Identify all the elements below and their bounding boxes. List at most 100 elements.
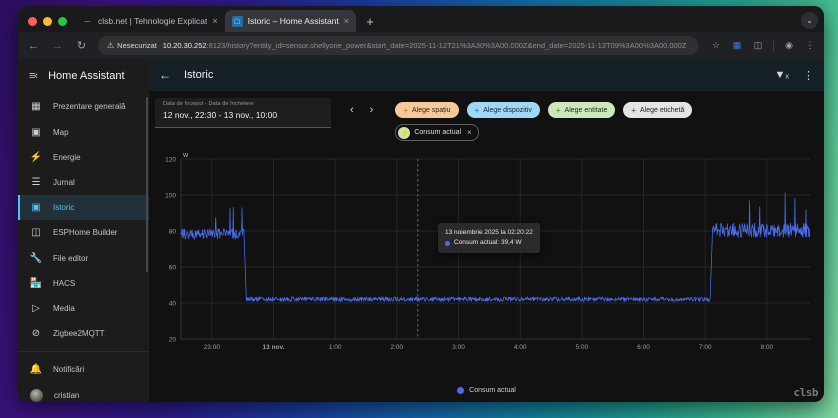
- url-input[interactable]: ⚠ Nesecurizat 10.20.30.252:8123/history?…: [98, 36, 698, 55]
- home-assistant-icon: ☖: [231, 15, 243, 27]
- new-tab-button[interactable]: +: [366, 13, 374, 29]
- sidebar-item-label: Jurnal: [53, 178, 75, 188]
- svg-text:6:00: 6:00: [637, 344, 650, 351]
- chip-alege-dispozitiv[interactable]: + Alege dispozitiv: [466, 102, 540, 118]
- sidebar-item-file-editor[interactable]: 🔧 File editor: [18, 246, 149, 271]
- profile-icon[interactable]: ◉: [785, 40, 793, 50]
- close-icon[interactable]: ×: [343, 16, 350, 26]
- avatar: [30, 388, 43, 402]
- svg-text:2:00: 2:00: [391, 344, 404, 351]
- sidebar-item-label: Map: [53, 127, 69, 137]
- kebab-menu-icon[interactable]: ⋮: [805, 40, 815, 50]
- close-window-button[interactable]: [28, 17, 37, 26]
- series-color-dot: [445, 240, 450, 246]
- filter-chips: + Alege spațiu + Alege dispozitiv + Aleg…: [373, 98, 693, 141]
- browser-window: ─ clsb.net | Tehnologie Explicat × ☖ Ist…: [18, 6, 824, 402]
- sidebar-item-hacs[interactable]: 🏪 HACS: [18, 271, 149, 296]
- chip-alege-entitate[interactable]: + Alege entitate: [547, 102, 616, 118]
- date-range-input[interactable]: Data de început - Data de încheiere 12 n…: [155, 98, 331, 128]
- sidebar-item-jurnal[interactable]: ☰ Jurnal: [18, 170, 149, 195]
- sidebar-item-prezentare-generala[interactable]: ▦ Prezentare generală: [18, 94, 149, 119]
- svg-text:8:00: 8:00: [761, 344, 774, 351]
- browser-tabstrip: ─ clsb.net | Tehnologie Explicat × ☖ Ist…: [18, 6, 824, 32]
- svg-text:3:00: 3:00: [452, 344, 465, 351]
- svg-text:60: 60: [169, 265, 177, 272]
- svg-text:13 nov.: 13 nov.: [263, 344, 285, 351]
- svg-text:W: W: [183, 153, 189, 159]
- plus-icon: +: [555, 105, 561, 115]
- sidebar-item-notificari[interactable]: 🔔 Notificări: [18, 357, 149, 382]
- forward-button[interactable]: →: [52, 39, 63, 52]
- chip-alege-spatiu[interactable]: + Alege spațiu: [395, 102, 459, 118]
- sidebar-item-label: HACS: [53, 278, 76, 288]
- chart-icon: ▣: [31, 202, 41, 214]
- next-period-button[interactable]: ›: [369, 104, 374, 116]
- close-icon[interactable]: ×: [212, 16, 218, 26]
- arrow-left-icon[interactable]: ←: [159, 68, 171, 82]
- dash-icon: ─: [84, 16, 91, 26]
- tab-title: clsb.net | Tehnologie Explicat: [98, 16, 208, 26]
- plus-icon: +: [403, 105, 409, 115]
- account-box-icon: ▣: [31, 126, 41, 138]
- svg-text:5:00: 5:00: [576, 344, 589, 351]
- svg-text:120: 120: [165, 157, 176, 164]
- filter-remove-icon[interactable]: ▼ₓ: [774, 69, 790, 81]
- date-range-label: Data de început - Data de încheiere: [163, 101, 254, 107]
- browser-tab-clsb[interactable]: ─ clsb.net | Tehnologie Explicat ×: [75, 10, 225, 32]
- extension-icon[interactable]: ▦: [732, 40, 742, 50]
- url-text: 10.20.30.252:8123/history?entity_id=sens…: [163, 41, 689, 50]
- history-chart-svg[interactable]: 20 40 60 80 100 120 W 23:00 13 nov. 1:00 2:00 3:00 4…: [155, 149, 818, 361]
- remove-chip-icon[interactable]: ×: [467, 128, 472, 137]
- svg-text:80: 80: [169, 229, 177, 236]
- maximize-window-button[interactable]: [58, 17, 67, 26]
- sidebar-scrollbar[interactable]: [146, 97, 148, 272]
- tooltip-series-value: Consum actual: 39,4 W: [454, 239, 522, 247]
- chip-label: Alege spațiu: [412, 106, 451, 114]
- omnibox-actions: ☆ ▦ ◫ ◉ ⋮: [707, 39, 816, 52]
- security-indicator[interactable]: ⚠ Nesecurizat: [107, 41, 157, 50]
- selected-entity-row: ⚡ Consum actual ×: [395, 124, 692, 141]
- page-toolbar: ← Istoric ▼ₓ ⋮: [149, 59, 824, 91]
- reload-button[interactable]: ↻: [76, 40, 87, 52]
- minimize-window-button[interactable]: [43, 17, 52, 26]
- bell-icon: 🔔: [29, 364, 43, 376]
- sidebar-item-label: cristian: [54, 390, 80, 400]
- sidebar-item-label: Media: [53, 303, 75, 313]
- watermark: clsb: [793, 386, 819, 399]
- history-chart[interactable]: 20 40 60 80 100 120 W 23:00 13 nov. 1:00 2:00 3:00 4…: [155, 149, 818, 402]
- chart-tooltip: 13 noiembrie 2025 la 02:20:22 Consum act…: [438, 223, 540, 254]
- url-path: :8123/history?entity_id=sensor.shellyone…: [206, 41, 687, 50]
- back-button[interactable]: ←: [28, 39, 39, 52]
- chip-label: Alege etichetă: [640, 106, 685, 114]
- chip-consum-actual[interactable]: ⚡ Consum actual ×: [395, 124, 479, 141]
- split-screen-icon[interactable]: ◫: [753, 40, 763, 50]
- chip-alege-eticheta[interactable]: + Alege etichetă: [623, 102, 693, 118]
- list-icon: ☰: [31, 177, 41, 189]
- url-host: 10.20.30.252: [162, 41, 207, 50]
- sidebar-item-media[interactable]: ▷ Media: [18, 296, 149, 321]
- sidebar-item-istoric[interactable]: ▣ Istoric: [18, 195, 149, 221]
- chart-legend[interactable]: Consum actual: [155, 387, 818, 394]
- zigbee-icon: ⊘: [31, 328, 41, 340]
- sidebar-item-user[interactable]: cristian: [18, 382, 149, 402]
- kebab-menu-icon[interactable]: ⋮: [803, 69, 814, 82]
- previous-period-button[interactable]: ‹: [350, 104, 354, 116]
- sidebar-item-zigbee2mqtt[interactable]: ⊘ Zigbee2MQTT: [18, 321, 149, 346]
- hamburger-collapse-icon[interactable]: ≡‹: [29, 69, 38, 82]
- date-range-value: 12 nov., 22:30 - 13 nov., 10:00: [163, 110, 278, 120]
- tooltip-series-row: Consum actual: 39,4 W: [445, 238, 533, 248]
- legend-label: Consum actual: [469, 387, 516, 394]
- media-play-icon: ▷: [32, 302, 40, 314]
- sidebar-item-map[interactable]: ▣ Map: [18, 120, 149, 145]
- history-controls: Data de început - Data de încheiere 12 n…: [149, 91, 824, 141]
- star-icon[interactable]: ☆: [711, 40, 721, 50]
- browser-tab-home-assistant[interactable]: ☖ Istoric – Home Assistant ×: [224, 10, 357, 32]
- sidebar-item-esphome-builder[interactable]: ◫ ESPHome Builder: [18, 220, 149, 245]
- main-content: ← Istoric ▼ₓ ⋮ Data de început - Data de…: [149, 59, 824, 402]
- filter-chips-row: + Alege spațiu + Alege dispozitiv + Aleg…: [395, 102, 693, 118]
- sidebar-item-energie[interactable]: ⚡ Energie: [18, 145, 149, 170]
- server-icon: ◫: [31, 227, 41, 239]
- sidebar-item-label: Notificări: [53, 365, 85, 375]
- window-menu-button[interactable]: ⌄: [801, 12, 818, 29]
- date-nav-arrows: ‹ ›: [331, 98, 373, 116]
